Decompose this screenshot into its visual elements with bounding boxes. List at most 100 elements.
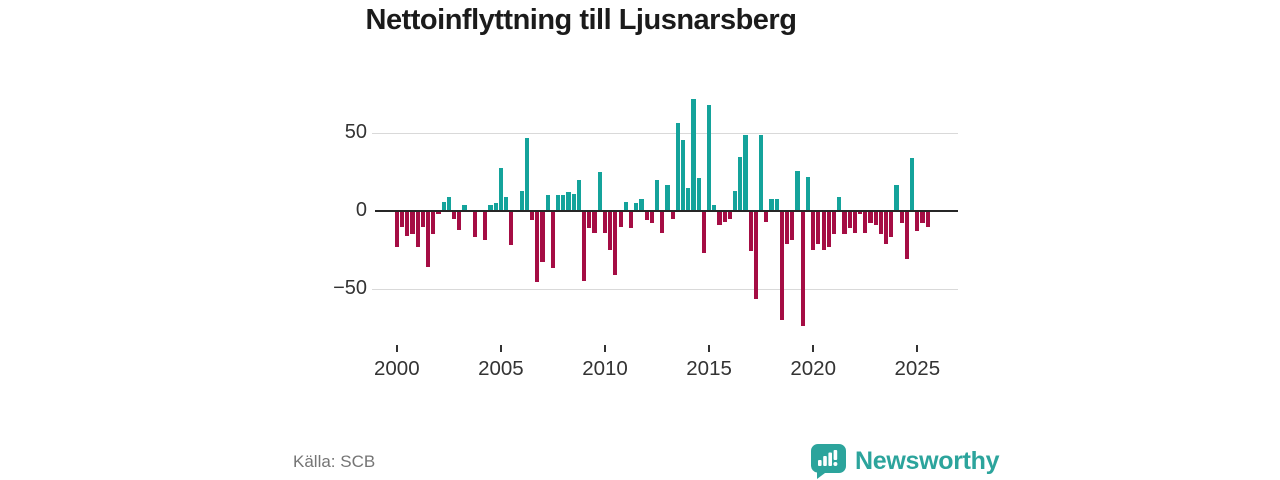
bar-2001Q1 xyxy=(415,211,420,247)
bar-2013Q3 xyxy=(675,122,680,211)
bar-2002Q2 xyxy=(441,201,446,211)
bar-2007Q4 xyxy=(556,195,561,211)
bar-2018Q1 xyxy=(769,198,774,211)
bar-2003Q2 xyxy=(462,204,467,211)
x-tick-2010 xyxy=(604,345,606,352)
bar-2001Q2 xyxy=(420,211,425,227)
brand-lockup[interactable]: Newsworthy xyxy=(810,443,1000,479)
bar-2015Q3 xyxy=(717,211,722,225)
x-axis-label-2000: 2000 xyxy=(373,357,420,380)
bar-2007Q3 xyxy=(550,211,556,269)
x-axis-label-2025: 2025 xyxy=(894,357,941,380)
x-axis-label-2015: 2015 xyxy=(686,357,732,380)
bar-2024Q4 xyxy=(909,158,915,211)
bar-2014Q3 xyxy=(696,178,701,211)
bar-2016Q4 xyxy=(743,134,748,211)
bar-2023Q3 xyxy=(883,211,889,244)
bar-2012Q4 xyxy=(660,211,665,233)
bar-2005Q2 xyxy=(504,197,509,211)
bar-2009Q2 xyxy=(587,211,592,229)
bar-2019Q1 xyxy=(790,211,795,241)
bar-2024Q3 xyxy=(904,211,909,260)
bar-2013Q2 xyxy=(670,211,675,219)
bar-2002Q3 xyxy=(446,197,451,211)
zero-axis-line xyxy=(375,210,958,212)
bar-2002Q4 xyxy=(451,211,457,219)
bar-2014Q1 xyxy=(686,187,691,211)
bar-2016Q3 xyxy=(738,156,743,211)
bar-2003Q1 xyxy=(457,211,462,230)
x-tick-2015 xyxy=(708,345,711,352)
x-axis-label-2010: 2010 xyxy=(582,357,628,380)
bar-2001Q4 xyxy=(431,211,436,235)
newsworthy-logo-icon xyxy=(810,443,847,479)
bar-2007Q1 xyxy=(540,211,545,263)
bar-2013Q4 xyxy=(680,139,686,211)
bar-2022Q4 xyxy=(868,211,873,224)
bar-2025Q3 xyxy=(925,211,930,227)
bar-2006Q1 xyxy=(519,190,524,211)
x-axis-label-2005: 2005 xyxy=(478,357,524,380)
bar-2009Q1 xyxy=(582,211,587,281)
bar-2014Q4 xyxy=(701,211,706,253)
bar-2020Q3 xyxy=(821,211,826,250)
chart-title: Nettoinflyttning till Ljusnarsberg xyxy=(365,4,797,36)
bar-2023Q2 xyxy=(878,211,883,235)
bar-2017Q3 xyxy=(759,134,764,211)
bar-2020Q4 xyxy=(826,211,831,247)
x-tick-2025 xyxy=(916,345,919,352)
bar-2021Q3 xyxy=(842,211,847,235)
bar-2018Q4 xyxy=(785,211,790,244)
x-tick-2000 xyxy=(395,345,398,352)
bar-2009Q4 xyxy=(597,172,602,211)
bar-2019Q2 xyxy=(795,170,800,211)
gridline-50 xyxy=(372,133,958,135)
bar-2010Q4 xyxy=(618,211,623,227)
bar-2024Q2 xyxy=(899,211,904,224)
bar-2025Q1 xyxy=(915,211,920,232)
bar-2019Q4 xyxy=(805,176,811,211)
y-axis-label-50: 50 xyxy=(344,121,367,144)
bar-2009Q3 xyxy=(592,211,597,233)
bar-2005Q1 xyxy=(498,167,503,211)
source-note: Källa: SCB xyxy=(293,452,376,471)
bar-2007Q2 xyxy=(545,195,550,211)
bar-2018Q2 xyxy=(774,198,779,211)
bar-2003Q4 xyxy=(472,211,477,238)
bar-2022Q1 xyxy=(852,211,857,233)
bar-2000Q4 xyxy=(410,211,415,235)
bar-2020Q2 xyxy=(816,211,821,244)
bar-2012Q1 xyxy=(644,211,649,221)
bar-2008Q1 xyxy=(561,195,566,211)
bar-2014Q2 xyxy=(691,99,696,211)
bar-2006Q2 xyxy=(524,138,529,211)
bar-2023Q1 xyxy=(873,211,878,225)
bar-2016Q1 xyxy=(727,211,732,219)
bar-2025Q2 xyxy=(920,211,925,224)
bar-2022Q2 xyxy=(857,211,863,215)
bar-2018Q3 xyxy=(779,211,785,320)
bar-2011Q4 xyxy=(639,198,644,211)
bar-2024Q1 xyxy=(894,184,899,211)
bar-2021Q4 xyxy=(847,211,852,229)
bar-2012Q3 xyxy=(654,179,660,211)
bar-2017Q4 xyxy=(764,211,769,222)
bar-2011Q1 xyxy=(623,201,628,211)
bar-2000Q2 xyxy=(399,211,405,227)
bar-2004Q4 xyxy=(493,203,498,211)
y-axis-label-0: 0 xyxy=(355,199,367,221)
bar-2015Q1 xyxy=(707,105,712,211)
bar-2022Q3 xyxy=(863,211,868,233)
bar-2001Q3 xyxy=(425,211,431,267)
x-axis-label-2020: 2020 xyxy=(790,357,836,380)
bar-2012Q2 xyxy=(649,211,654,224)
bar-2002Q1 xyxy=(436,211,441,215)
bar-2010Q1 xyxy=(602,211,608,233)
gridline--50 xyxy=(372,288,958,290)
bar-2011Q2 xyxy=(628,211,634,229)
bar-2005Q3 xyxy=(509,211,514,246)
bar-2006Q3 xyxy=(530,211,535,221)
bar-2017Q1 xyxy=(748,211,753,252)
